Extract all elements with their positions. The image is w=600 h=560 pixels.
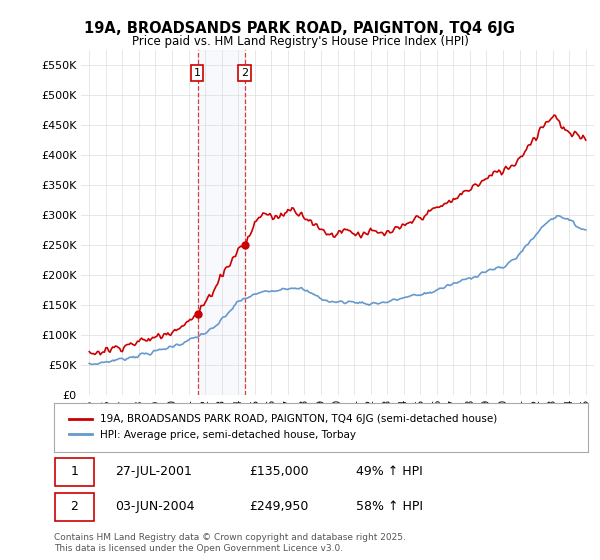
Bar <box>198 50 245 395</box>
Text: 1: 1 <box>194 68 200 78</box>
Text: £135,000: £135,000 <box>249 465 308 478</box>
Text: 58% ↑ HPI: 58% ↑ HPI <box>356 500 423 513</box>
Text: 19A, BROADSANDS PARK ROAD, PAIGNTON, TQ4 6JG: 19A, BROADSANDS PARK ROAD, PAIGNTON, TQ4… <box>85 21 515 36</box>
Text: 49% ↑ HPI: 49% ↑ HPI <box>356 465 422 478</box>
Text: 1: 1 <box>70 465 78 478</box>
Text: 03-JUN-2004: 03-JUN-2004 <box>115 500 195 513</box>
Text: Contains HM Land Registry data © Crown copyright and database right 2025.
This d: Contains HM Land Registry data © Crown c… <box>54 533 406 553</box>
Text: 2: 2 <box>70 500 78 513</box>
Legend: 19A, BROADSANDS PARK ROAD, PAIGNTON, TQ4 6JG (semi-detached house), HPI: Average: 19A, BROADSANDS PARK ROAD, PAIGNTON, TQ4… <box>65 410 502 444</box>
Text: £249,950: £249,950 <box>249 500 308 513</box>
Text: 2: 2 <box>241 68 248 78</box>
FancyBboxPatch shape <box>55 493 94 521</box>
Text: Price paid vs. HM Land Registry's House Price Index (HPI): Price paid vs. HM Land Registry's House … <box>131 35 469 48</box>
Text: 27-JUL-2001: 27-JUL-2001 <box>115 465 192 478</box>
FancyBboxPatch shape <box>55 458 94 486</box>
